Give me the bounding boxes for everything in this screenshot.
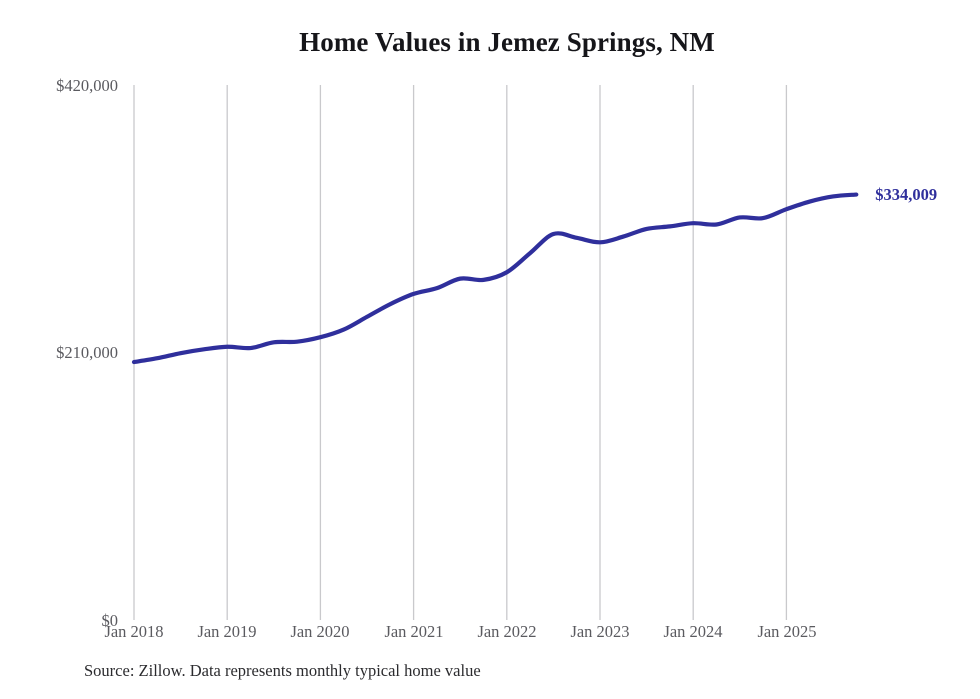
y-axis-tick-210000: $210,000 bbox=[56, 343, 118, 362]
source-note: Source: Zillow. Data represents monthly … bbox=[84, 661, 481, 680]
x-axis-tick-jan-2021: Jan 2021 bbox=[384, 622, 444, 641]
y-axis-tick-0: $0 bbox=[101, 611, 119, 630]
x-axis-tick-jan-2023: Jan 2023 bbox=[570, 622, 630, 641]
x-axis-tick-jan-2025: Jan 2025 bbox=[757, 622, 817, 641]
gridlines-group bbox=[133, 85, 788, 620]
x-axis-tick-jan-2018: Jan 2018 bbox=[104, 622, 164, 641]
x-axis-tick-jan-2019: Jan 2019 bbox=[197, 622, 257, 641]
x-axis-tick-jan-2020: Jan 2020 bbox=[290, 622, 350, 641]
end-value-annotation: $334,009 bbox=[875, 184, 938, 204]
data-series-line bbox=[131, 192, 859, 365]
y-axis-tick-420000: $420,000 bbox=[56, 76, 118, 95]
x-axis-tick-jan-2022: Jan 2022 bbox=[477, 622, 537, 641]
chart-title: Home Values in Jemez Springs, NM bbox=[299, 27, 715, 57]
x-axis-tick-jan-2024: Jan 2024 bbox=[663, 622, 723, 641]
